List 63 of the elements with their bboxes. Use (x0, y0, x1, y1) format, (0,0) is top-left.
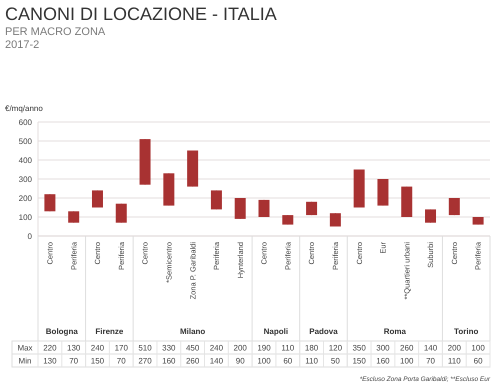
text: 150 (352, 356, 366, 366)
text: Napoli (264, 327, 288, 336)
text: 200 (234, 343, 248, 352)
text: 100 (400, 356, 414, 366)
text: 70 (116, 356, 126, 366)
text: 100 (471, 343, 486, 352)
text: 350 (352, 343, 366, 352)
y-tick-label: 400 (18, 156, 33, 165)
candlestick (44, 194, 56, 212)
y-tick-label: 600 (18, 118, 33, 127)
text: 70 (426, 356, 436, 366)
text: 270 (138, 356, 152, 366)
chart-subtitle: PER MACRO ZONA 2017-2 (5, 26, 106, 51)
text: 240 (210, 343, 224, 352)
text: 170 (114, 343, 128, 352)
text: 240 (90, 343, 105, 352)
text: 260 (400, 343, 414, 352)
text: 180 (304, 343, 319, 352)
y-tick-label: 500 (18, 136, 33, 146)
candlestick (210, 190, 222, 210)
text: 60 (283, 356, 293, 366)
text: 120 (328, 343, 343, 352)
text: 260 (186, 356, 200, 366)
text: Min (18, 356, 32, 366)
text: 130 (67, 343, 81, 352)
text: 60 (474, 356, 484, 366)
y-tick-label: 300 (18, 174, 33, 184)
text: 100 (257, 356, 272, 366)
candlestick (330, 212, 341, 227)
text: 140 (210, 356, 224, 366)
y-tick-label: 100 (18, 212, 33, 222)
chart-title: CANONI DI LOCAZIONE - ITALIA (5, 4, 277, 24)
text: Padova (309, 327, 338, 336)
candlestick (448, 198, 460, 216)
text: 110 (305, 356, 318, 366)
text: Milano (180, 327, 206, 336)
text: 220 (43, 343, 58, 352)
text: 510 (138, 343, 152, 352)
text: 140 (424, 343, 438, 352)
candlestick (234, 198, 246, 220)
text: Firenze (95, 327, 124, 336)
text: 150 (90, 356, 105, 366)
candlestick (116, 203, 127, 224)
y-axis-title: €/mq/anno (5, 104, 44, 113)
text: 160 (376, 356, 390, 366)
text: Bologna (46, 327, 78, 336)
text: 330 (162, 343, 176, 352)
text: 110 (281, 343, 295, 352)
y-tick-label: 0 (28, 232, 33, 241)
text: 300 (376, 343, 390, 352)
text: 90 (236, 356, 246, 366)
text: Roma (384, 327, 406, 336)
text: 70 (69, 356, 79, 366)
text: Torino (454, 327, 478, 336)
text: 190 (257, 343, 272, 352)
text: 50 (330, 356, 340, 366)
text: Max (17, 343, 33, 352)
text: 450 (186, 343, 200, 352)
text: 130 (43, 356, 58, 366)
text: 110 (448, 356, 462, 366)
text: 160 (162, 356, 176, 366)
text: 200 (448, 343, 462, 352)
y-tick-label: 200 (18, 194, 33, 203)
